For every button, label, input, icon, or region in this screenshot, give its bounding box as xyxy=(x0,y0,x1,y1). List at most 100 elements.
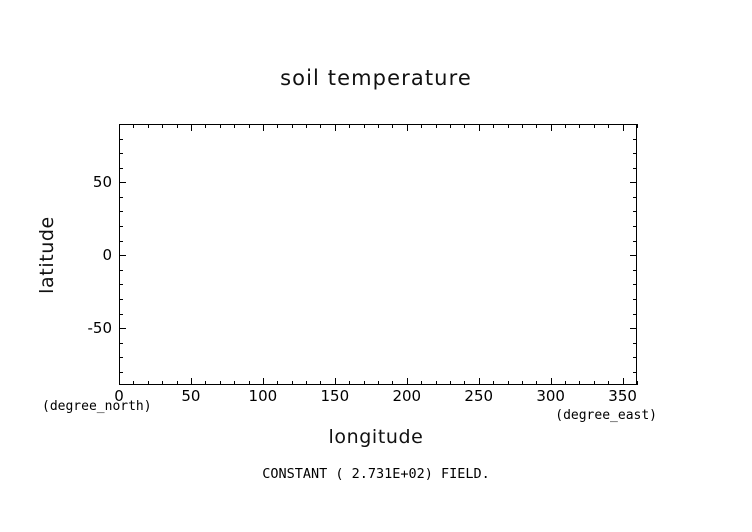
axis-tick xyxy=(392,381,393,385)
axis-tick xyxy=(177,124,178,128)
axis-tick xyxy=(191,378,192,385)
x-tick-label: 250 xyxy=(464,387,494,405)
axis-tick xyxy=(464,124,465,128)
axis-tick xyxy=(508,124,509,128)
axis-tick xyxy=(633,314,637,315)
y-tick-label: -50 xyxy=(87,319,113,338)
axis-tick xyxy=(633,270,637,271)
axis-tick xyxy=(263,378,264,385)
x-tick-label: 350 xyxy=(608,387,637,405)
axis-tick xyxy=(565,124,566,128)
axis-tick xyxy=(119,168,123,169)
axis-tick xyxy=(623,124,624,131)
axis-tick xyxy=(493,381,494,385)
plot-frame xyxy=(119,124,637,385)
axis-tick xyxy=(378,381,379,385)
axis-tick xyxy=(633,124,637,125)
axis-tick xyxy=(364,381,365,385)
axis-tick xyxy=(633,284,637,285)
axis-tick xyxy=(608,381,609,385)
axis-tick xyxy=(633,153,637,154)
axis-tick xyxy=(579,124,580,128)
axis-tick xyxy=(522,381,523,385)
axis-tick xyxy=(148,381,149,385)
axis-tick xyxy=(263,124,264,131)
axis-tick xyxy=(119,284,123,285)
axis-tick xyxy=(633,299,637,300)
axis-tick xyxy=(551,124,552,131)
axis-tick xyxy=(633,226,637,227)
axis-tick xyxy=(637,124,638,128)
axis-tick xyxy=(191,124,192,131)
axis-tick xyxy=(205,381,206,385)
axis-tick xyxy=(349,124,350,128)
axis-tick xyxy=(508,381,509,385)
axis-tick xyxy=(177,381,178,385)
y-tick-label: 0 xyxy=(102,246,112,265)
axis-tick xyxy=(119,328,126,329)
axis-tick xyxy=(536,381,537,385)
axis-tick xyxy=(133,124,134,128)
axis-tick xyxy=(421,124,422,128)
axis-tick xyxy=(594,381,595,385)
axis-tick xyxy=(249,124,250,128)
axis-tick xyxy=(119,139,123,140)
axis-tick xyxy=(234,124,235,128)
x-tick-label: 150 xyxy=(320,387,350,405)
axis-tick xyxy=(633,168,637,169)
axis-tick xyxy=(579,381,580,385)
axis-tick xyxy=(119,378,120,385)
axis-tick xyxy=(119,197,123,198)
y-axis-units-label: (degree_north) xyxy=(42,399,152,414)
axis-tick xyxy=(630,328,637,329)
axis-tick xyxy=(421,381,422,385)
axis-tick xyxy=(594,124,595,128)
axis-tick xyxy=(378,124,379,128)
axis-tick xyxy=(623,378,624,385)
axis-tick xyxy=(306,381,307,385)
axis-tick xyxy=(633,372,637,373)
plot-data-area xyxy=(120,125,636,384)
axis-tick xyxy=(249,381,250,385)
x-tick-label: 0 xyxy=(114,387,124,405)
axis-tick xyxy=(364,124,365,128)
axis-tick xyxy=(119,182,126,183)
axis-tick xyxy=(450,124,451,128)
axis-tick xyxy=(349,381,350,385)
axis-tick xyxy=(119,211,123,212)
axis-tick xyxy=(234,381,235,385)
constant-field-caption: CONSTANT ( 2.731E+02) FIELD. xyxy=(262,466,490,482)
axis-tick xyxy=(292,124,293,128)
axis-tick xyxy=(450,381,451,385)
axis-tick xyxy=(608,124,609,128)
axis-tick xyxy=(119,226,123,227)
axis-tick xyxy=(479,124,480,131)
axis-tick xyxy=(119,343,123,344)
axis-tick xyxy=(162,381,163,385)
axis-tick xyxy=(551,378,552,385)
axis-tick xyxy=(407,378,408,385)
axis-tick xyxy=(119,124,123,125)
page-title: soil temperature xyxy=(280,66,472,90)
x-tick-label: 100 xyxy=(248,387,278,405)
y-tick-label: 50 xyxy=(92,173,112,192)
axis-tick xyxy=(119,357,123,358)
axis-tick xyxy=(119,241,123,242)
axis-tick xyxy=(522,124,523,128)
axis-tick xyxy=(436,124,437,128)
axis-tick xyxy=(633,197,637,198)
axis-tick xyxy=(633,139,637,140)
x-axis-units-label: (degree_east) xyxy=(555,408,657,423)
axis-tick xyxy=(633,343,637,344)
x-axis-title: longitude xyxy=(328,426,424,448)
axis-tick xyxy=(220,381,221,385)
axis-tick xyxy=(633,241,637,242)
axis-tick xyxy=(119,270,123,271)
axis-tick xyxy=(630,182,637,183)
axis-tick xyxy=(536,124,537,128)
axis-tick xyxy=(119,153,123,154)
axis-tick xyxy=(119,299,123,300)
axis-tick xyxy=(320,381,321,385)
x-tick-label: 50 xyxy=(181,387,201,405)
